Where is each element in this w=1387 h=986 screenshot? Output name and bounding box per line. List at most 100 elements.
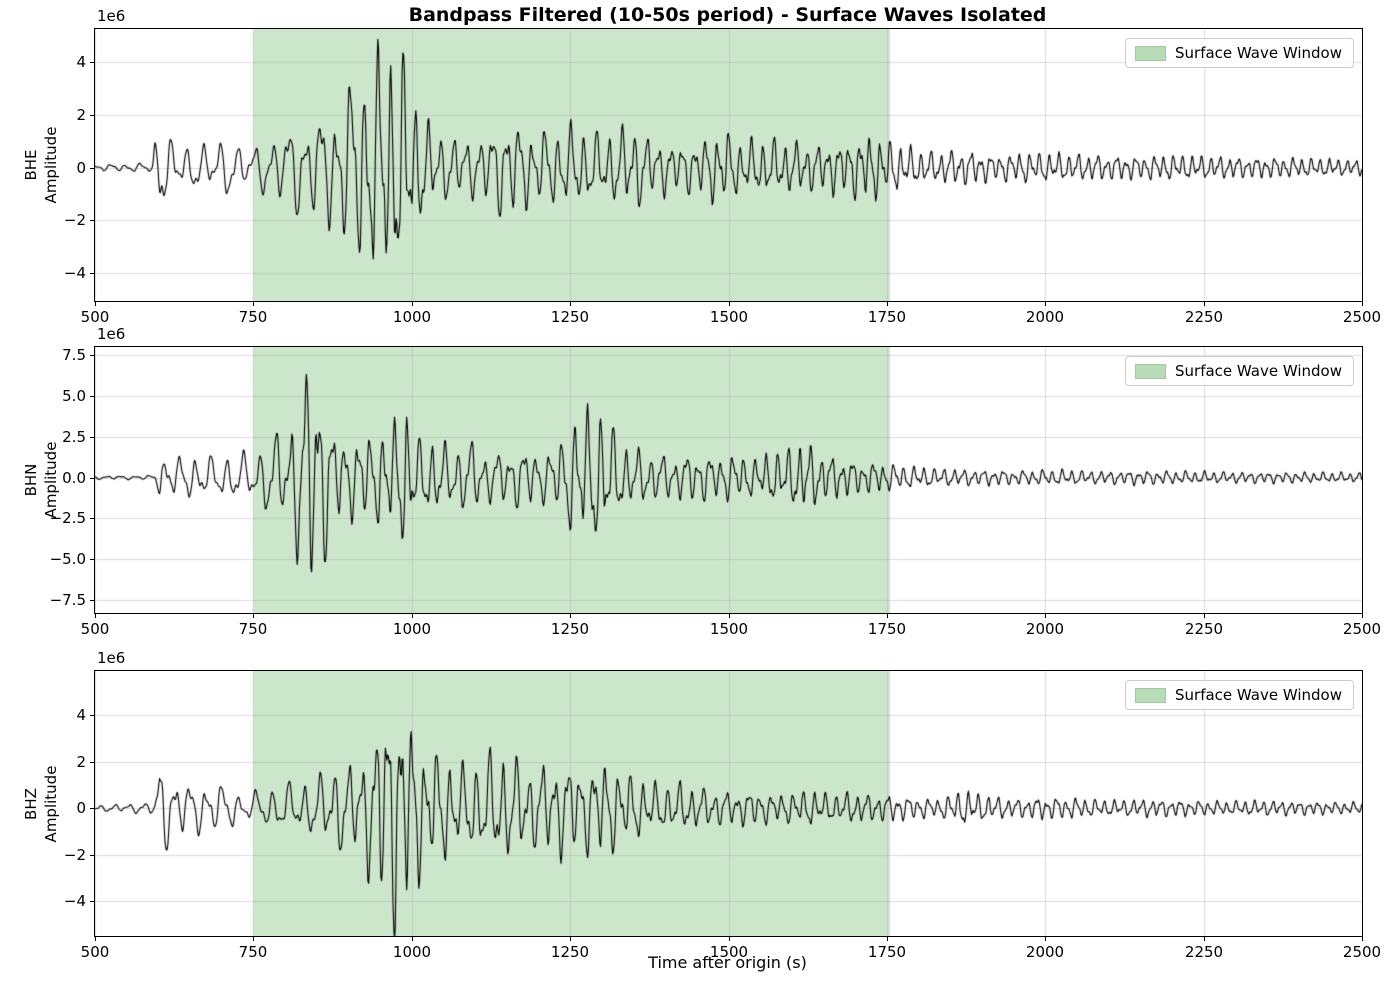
y-axis-label-amplitude: Amplitude [42,441,60,519]
y-tick-label: 2 [76,753,86,771]
y-tick-mark [90,396,95,397]
y-tick-label: 0.0 [62,469,86,487]
subplot-bhz: 1e6 BHZ Amplitude Surface Wave Window 50… [22,649,1381,961]
y-tick-mark [90,518,95,519]
waveform-canvas-bhz [95,671,1362,936]
waveform-canvas-bhn [95,347,1362,613]
x-tick-label: 750 [238,308,268,326]
y-tick-mark [90,478,95,479]
x-tick-mark [1362,936,1363,941]
y-tick-label: 0 [76,799,86,817]
x-tick-mark [1362,301,1363,306]
x-tick-label: 2250 [1184,943,1224,961]
x-tick-mark [570,301,571,306]
y-tick-label: −4 [63,264,86,282]
y-axis-label-bhe: BHE Amplitude [21,127,61,204]
x-tick-label: 2000 [1025,620,1065,638]
x-tick-label: 1500 [709,308,749,326]
y-axis-offset-label: 1e6 [97,649,126,667]
x-tick-label: 500 [80,620,110,638]
y-tick-label: −2 [63,846,86,864]
y-axis-label-channel: BHN [22,463,40,497]
y-tick-label: −2.5 [49,509,86,527]
x-tick-mark [1362,613,1363,618]
y-tick-label: 2.5 [62,428,86,446]
y-tick-mark [90,168,95,169]
x-tick-label: 1500 [709,620,749,638]
x-tick-label: 1750 [867,620,907,638]
x-tick-mark [1204,936,1205,941]
figure-title: Bandpass Filtered (10-50s period) - Surf… [408,4,1047,26]
y-tick-mark [90,901,95,902]
legend: Surface Wave Window [1125,680,1354,710]
legend: Surface Wave Window [1125,38,1354,68]
y-tick-mark [90,355,95,356]
x-tick-mark [729,936,730,941]
y-axis-label-amplitude: Amplitude [42,126,60,204]
x-tick-label: 1250 [550,308,590,326]
y-axis-offset-label: 1e6 [97,325,126,343]
x-tick-label: 1250 [550,620,590,638]
y-tick-label: 4 [76,53,86,71]
x-tick-label: 2000 [1025,943,1065,961]
y-tick-mark [90,715,95,716]
y-tick-mark [90,437,95,438]
x-tick-label: 750 [238,620,268,638]
y-tick-mark [90,808,95,809]
legend-label: Surface Wave Window [1175,362,1342,380]
x-tick-mark [729,613,730,618]
x-tick-label: 2250 [1184,308,1224,326]
x-tick-mark [1204,613,1205,618]
x-tick-mark [253,936,254,941]
y-axis-label-bhz: BHZ Amplitude [21,765,61,842]
x-tick-mark [412,301,413,306]
x-tick-mark [95,936,96,941]
y-axis-label-amplitude: Amplitude [42,765,60,842]
x-tick-mark [412,613,413,618]
x-tick-label: 1000 [392,620,432,638]
legend: Surface Wave Window [1125,356,1354,386]
y-tick-mark [90,559,95,560]
x-tick-mark [1204,301,1205,306]
x-tick-label: 1750 [867,943,907,961]
subplot-bhe: 1e6 BHE Amplitude Surface Wave Window 50… [22,7,1381,326]
legend-label: Surface Wave Window [1175,686,1342,704]
y-axis-offset-label: 1e6 [97,7,126,25]
x-tick-mark [570,613,571,618]
x-tick-mark [887,936,888,941]
y-tick-mark [90,220,95,221]
x-tick-label: 1750 [867,308,907,326]
x-tick-mark [887,613,888,618]
x-tick-mark [253,613,254,618]
x-tick-label: 2500 [1342,620,1382,638]
y-tick-mark [90,273,95,274]
y-tick-label: −2 [63,211,86,229]
x-tick-label: 750 [238,943,268,961]
y-tick-mark [90,600,95,601]
surface-wave-window-swatch-icon [1135,45,1166,61]
waveform-canvas-bhe [95,29,1362,301]
x-tick-mark [729,301,730,306]
y-tick-label: −5.0 [49,550,86,568]
y-tick-mark [90,115,95,116]
x-tick-mark [1045,301,1046,306]
y-tick-label: 4 [76,706,86,724]
y-axis-label-bhn: BHN Amplitude [21,442,61,519]
y-tick-label: 5.0 [62,387,86,405]
x-tick-label: 500 [80,308,110,326]
x-tick-label: 500 [80,943,110,961]
x-tick-mark [95,301,96,306]
y-tick-mark [90,855,95,856]
y-axis-label-channel: BHZ [22,787,40,820]
x-tick-label: 1000 [392,308,432,326]
x-tick-label: 1500 [709,943,749,961]
y-axis-label-channel: BHE [22,149,40,181]
y-tick-mark [90,762,95,763]
surface-wave-window-swatch-icon [1135,363,1166,379]
x-tick-label: 2500 [1342,308,1382,326]
x-tick-mark [570,936,571,941]
x-tick-label: 2500 [1342,943,1382,961]
surface-wave-window-swatch-icon [1135,687,1166,703]
x-tick-label: 1250 [550,943,590,961]
